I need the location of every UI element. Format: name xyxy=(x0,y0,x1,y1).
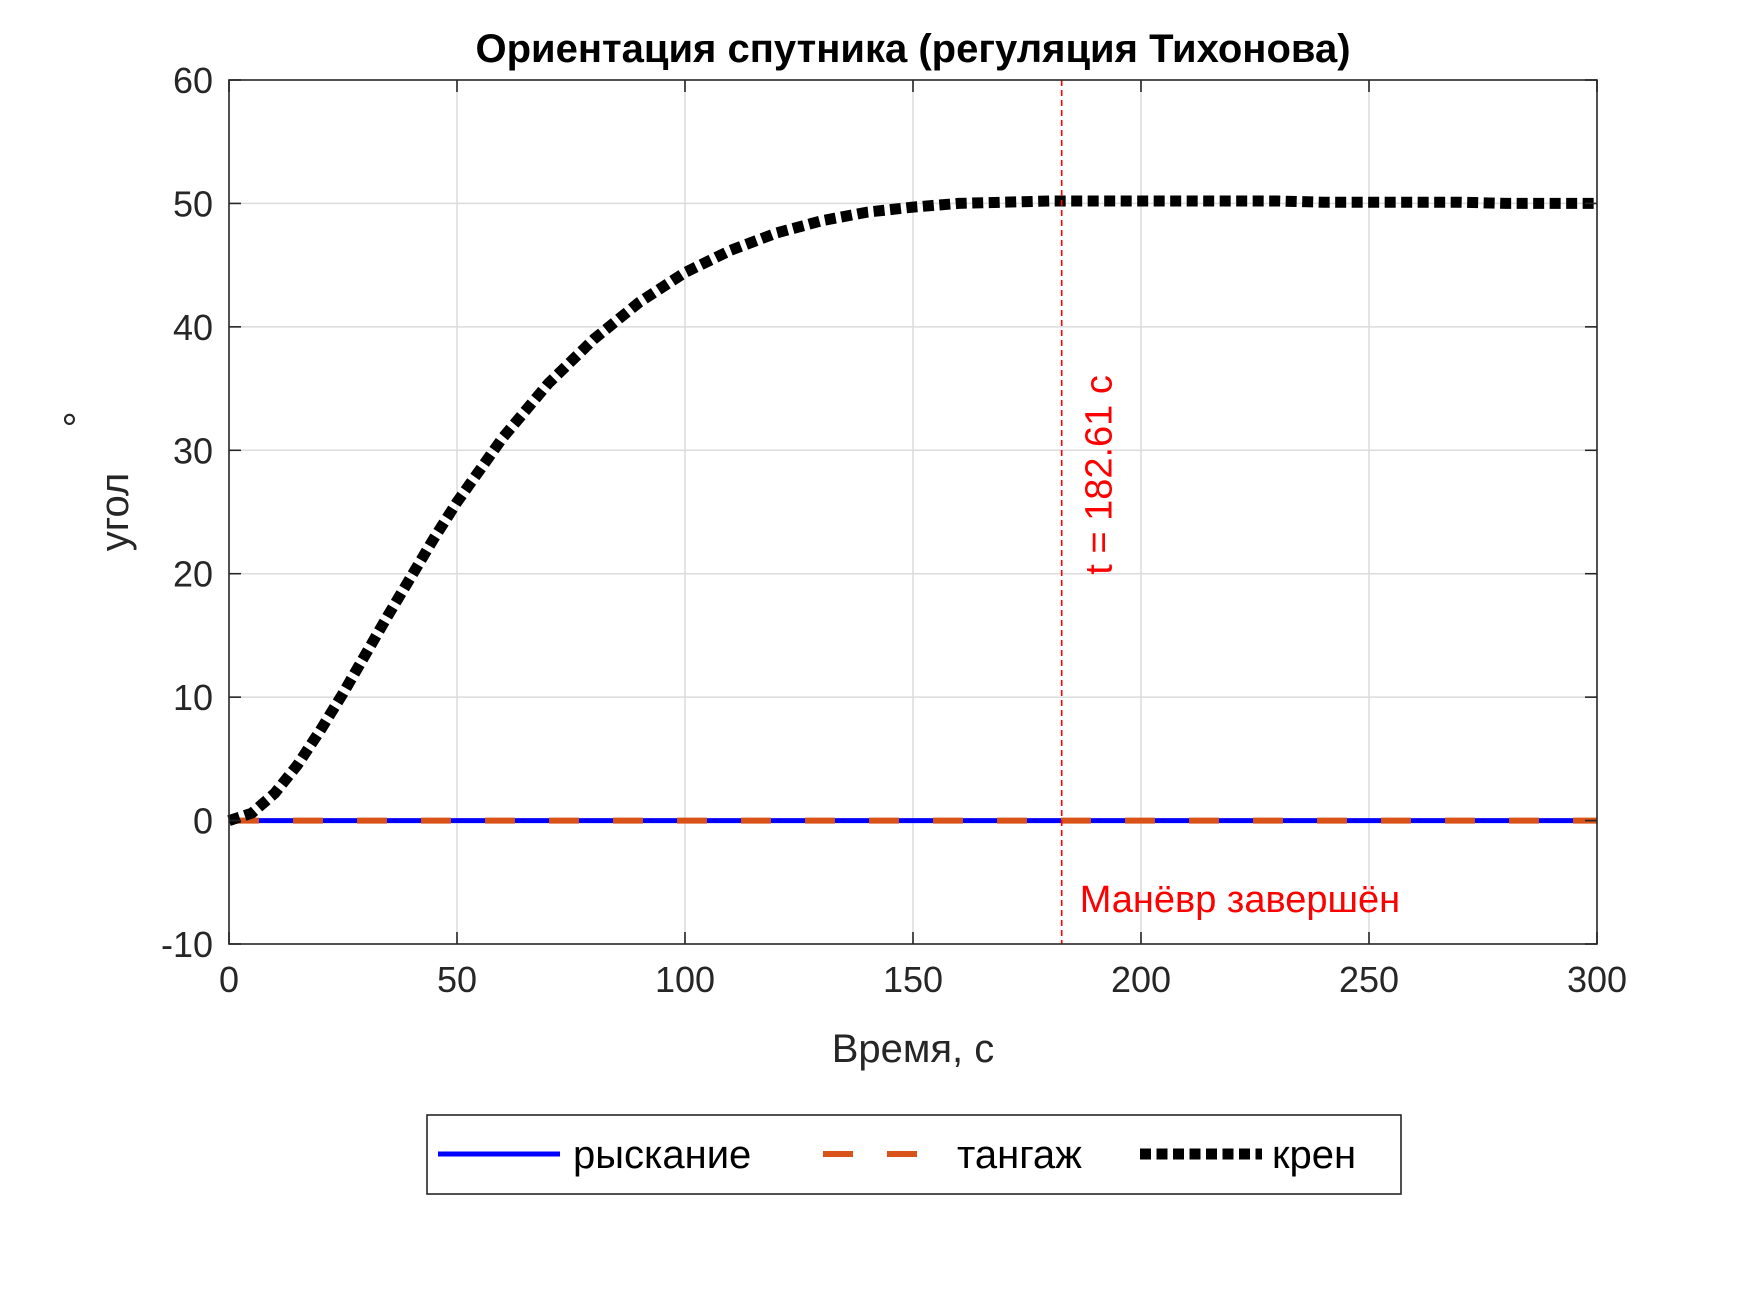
vline-label: t = 182.61 с xyxy=(1079,375,1121,575)
x-tick-label: 250 xyxy=(1339,959,1399,1000)
y-tick-label: 0 xyxy=(193,801,213,842)
legend-label-yaw: рыскание xyxy=(573,1133,751,1177)
x-tick-label: 200 xyxy=(1111,959,1171,1000)
x-tick-label: 150 xyxy=(883,959,943,1000)
x-tick-label: 100 xyxy=(655,959,715,1000)
y-axis-label: угол xyxy=(93,473,137,551)
x-tick-label: 300 xyxy=(1567,959,1627,1000)
maneuver-complete-label: Манёвр завершён xyxy=(1080,879,1400,921)
y-tick-label: 10 xyxy=(173,677,213,718)
y-tick-label: 60 xyxy=(173,60,213,101)
y-tick-label: 50 xyxy=(173,183,213,224)
y-tick-label: -10 xyxy=(161,924,213,965)
y-tick-label: 20 xyxy=(173,554,213,595)
y-tick-label: 40 xyxy=(173,307,213,348)
y-axis-unit: ° xyxy=(57,411,101,427)
x-tick-label: 50 xyxy=(437,959,477,1000)
legend: рыскание тангаж крен xyxy=(426,1114,1402,1195)
x-tick-label: 0 xyxy=(219,959,239,1000)
y-tick-label: 30 xyxy=(173,430,213,471)
x-axis-label: Время, с xyxy=(832,1027,995,1071)
chart-title: Ориентация спутника (регуляция Тихонова) xyxy=(475,27,1350,71)
plot-area xyxy=(227,80,1597,944)
legend-label-pitch: тангаж xyxy=(957,1133,1082,1177)
series-line-roll xyxy=(227,195,1597,826)
legend-label-roll: крен xyxy=(1272,1133,1356,1177)
